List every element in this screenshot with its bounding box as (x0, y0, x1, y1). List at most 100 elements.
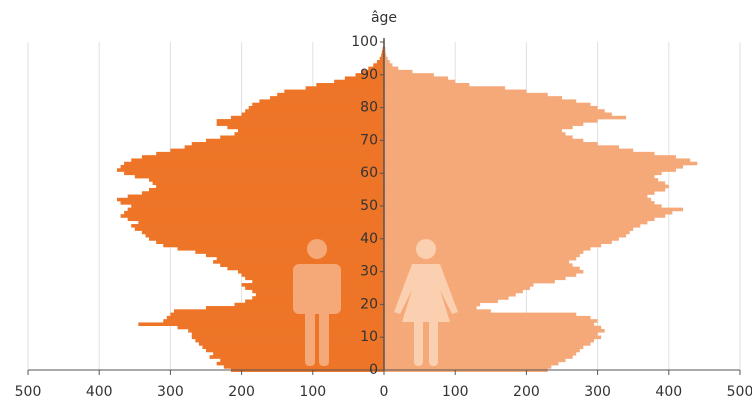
bar (177, 247, 384, 251)
bar (156, 240, 384, 245)
bar (384, 335, 602, 340)
bar (376, 60, 384, 64)
bar (384, 194, 648, 199)
bar (384, 109, 605, 113)
bar (381, 53, 384, 58)
bar (384, 210, 673, 215)
bar (209, 355, 384, 359)
bar (384, 269, 584, 274)
bar (259, 99, 384, 103)
bar (206, 348, 384, 353)
bar (206, 138, 384, 143)
bar (384, 69, 413, 74)
bar (198, 342, 384, 346)
bar (384, 325, 602, 330)
bar (141, 155, 384, 159)
bar (384, 165, 684, 169)
bar (384, 332, 598, 336)
bar (384, 233, 627, 238)
bar (384, 289, 523, 294)
bar (206, 253, 384, 258)
bar (141, 230, 384, 235)
bar (384, 237, 619, 241)
bar (384, 142, 598, 146)
bar (316, 83, 384, 87)
bar (384, 96, 562, 100)
bar (184, 145, 384, 149)
axes: 500 400 300 200 100 0 100 200 300 400 500 0 10 20 30 40… (15, 34, 752, 400)
bar (277, 92, 384, 97)
bar (241, 112, 384, 117)
bar (362, 69, 384, 74)
bar (384, 214, 666, 218)
bar (384, 201, 655, 205)
bar (245, 109, 384, 113)
bar (384, 135, 573, 140)
bar (384, 253, 580, 258)
y-tick-label: 70 (360, 132, 378, 148)
bar (216, 361, 384, 366)
bar (134, 227, 384, 231)
bar (384, 155, 676, 159)
bar (384, 355, 573, 359)
bar (384, 227, 634, 231)
x-tick-label: 100 (442, 384, 469, 400)
bar (384, 319, 598, 323)
bar (145, 233, 384, 238)
bar (177, 325, 384, 330)
bar (384, 83, 470, 87)
bar (202, 345, 384, 349)
bar (384, 125, 573, 130)
bar (124, 161, 385, 166)
bar (216, 119, 384, 123)
bar (384, 174, 655, 179)
bar (117, 197, 384, 202)
bar (384, 132, 566, 136)
bar (270, 96, 384, 100)
bar (384, 260, 570, 264)
bar (344, 76, 384, 81)
bar (384, 204, 662, 208)
bar (384, 105, 598, 110)
bar (216, 256, 384, 261)
bar (384, 53, 387, 58)
bar (195, 338, 384, 343)
bar (384, 286, 530, 290)
bar (166, 315, 384, 320)
y-tick-label: 10 (360, 329, 378, 345)
bar (384, 207, 684, 212)
bar (384, 115, 627, 120)
bar (149, 178, 384, 182)
bar (384, 220, 648, 225)
bar (334, 79, 384, 84)
y-tick-label: 40 (360, 231, 378, 247)
bar (284, 89, 384, 94)
bar (384, 322, 595, 327)
bar (127, 217, 385, 222)
bar (134, 174, 384, 179)
bar (384, 187, 666, 192)
x-tick-label: 200 (228, 384, 255, 400)
bar (384, 361, 559, 366)
bar (384, 76, 449, 81)
bar (127, 207, 385, 212)
bar (213, 351, 384, 356)
x-tick-label: 100 (299, 384, 326, 400)
bar (384, 79, 456, 84)
y-tick-label: 100 (351, 34, 378, 50)
bar (227, 125, 384, 130)
x-tick-label: 300 (584, 384, 611, 400)
bar (238, 128, 384, 133)
y-tick-label: 20 (360, 296, 378, 312)
bar (213, 260, 384, 264)
bar (173, 309, 384, 313)
bar (220, 358, 384, 363)
y-tick-label: 90 (360, 67, 378, 83)
bar (384, 145, 619, 149)
bar (131, 204, 384, 208)
y-tick-label: 80 (360, 100, 378, 116)
bar (384, 66, 399, 71)
bar (384, 128, 562, 133)
bar (120, 201, 384, 205)
bar (384, 351, 577, 356)
